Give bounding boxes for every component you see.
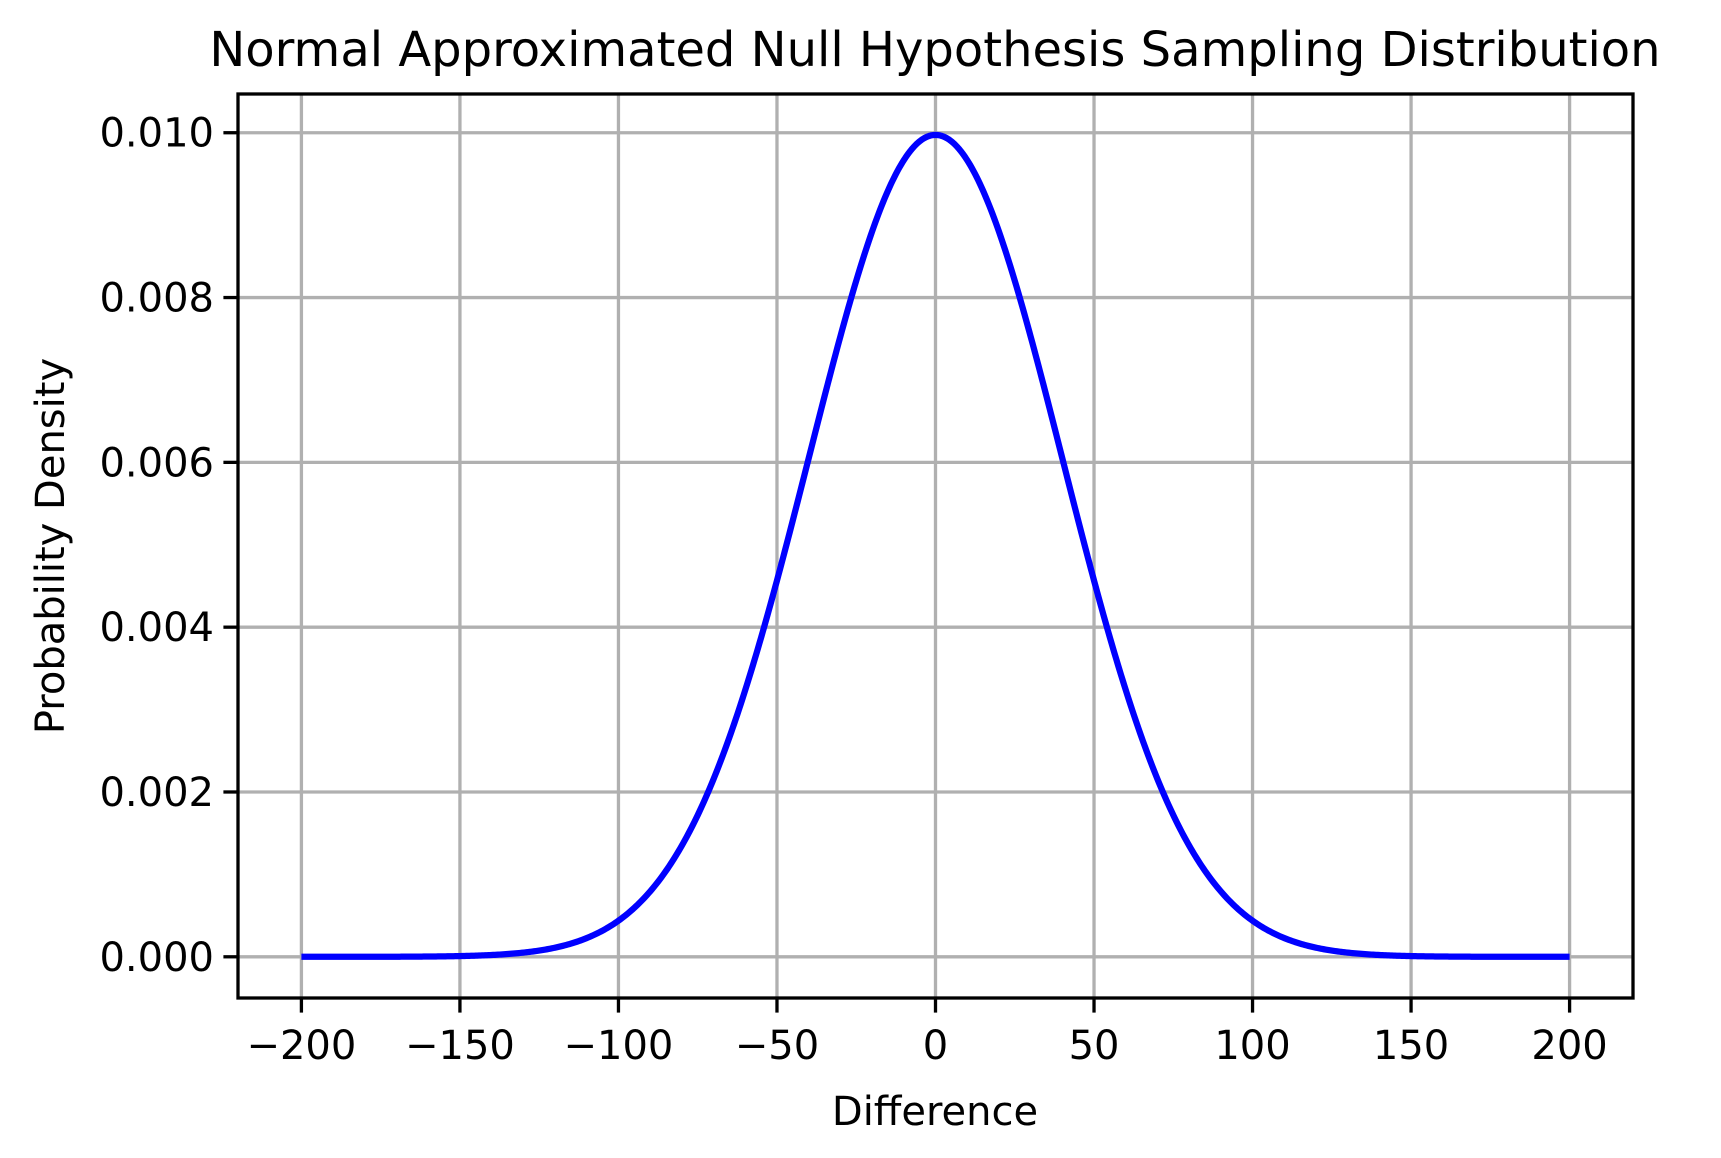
x-tick-label: 150 bbox=[1373, 1023, 1449, 1069]
x-tick-label: −100 bbox=[564, 1023, 674, 1069]
plot-area bbox=[299, 131, 1572, 960]
pdf-line bbox=[299, 131, 1572, 960]
y-tick-label: 0.000 bbox=[99, 935, 214, 981]
y-tick-label: 0.008 bbox=[99, 276, 214, 322]
x-tick-label: 0 bbox=[923, 1023, 948, 1069]
grid bbox=[238, 94, 1633, 998]
y-axis-label: Probability Density bbox=[28, 358, 74, 734]
y-tick-label: 0.004 bbox=[99, 605, 214, 651]
y-axis: 0.000 0.002 0.004 0.006 0.008 0.010 bbox=[99, 111, 238, 981]
y-tick-label: 0.010 bbox=[99, 111, 214, 157]
y-tick-label: 0.002 bbox=[99, 770, 214, 816]
x-tick-label: 200 bbox=[1531, 1023, 1607, 1069]
x-axis-label: Difference bbox=[832, 1089, 1038, 1135]
x-tick-label: 100 bbox=[1214, 1023, 1290, 1069]
x-tick-label: −200 bbox=[246, 1023, 356, 1069]
x-tick-label: 50 bbox=[1069, 1023, 1120, 1069]
x-tick-label: −50 bbox=[735, 1023, 819, 1069]
x-tick-label: −150 bbox=[405, 1023, 515, 1069]
x-axis: −200 −150 −100 −50 0 50 100 150 200 bbox=[246, 998, 1608, 1069]
chart-title: Normal Approximated Null Hypothesis Samp… bbox=[209, 22, 1660, 78]
y-tick-label: 0.006 bbox=[99, 440, 214, 486]
